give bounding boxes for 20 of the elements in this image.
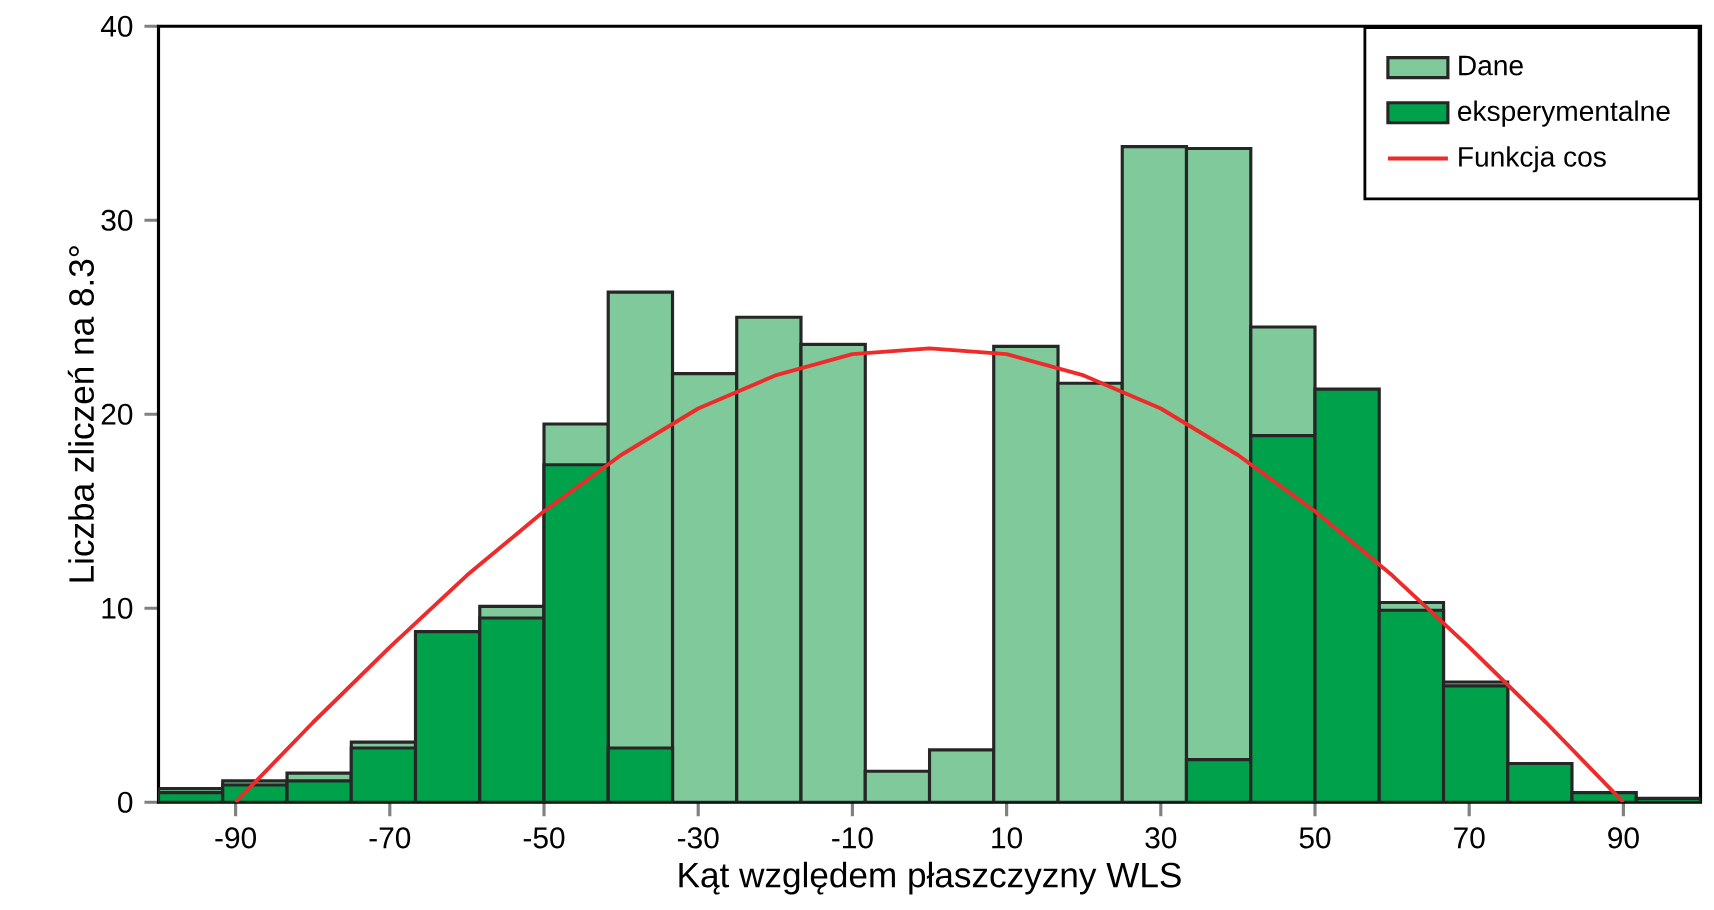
x-tick-label: -90 <box>215 827 257 849</box>
x-tick-label: 30 <box>1145 827 1177 849</box>
x-tick-label: -30 <box>677 827 719 849</box>
y-tick-label: 30 <box>101 209 133 231</box>
legend-label: Dane <box>1459 55 1523 76</box>
x-tick-label: -70 <box>369 827 411 849</box>
legend-label: Funkcja cos <box>1459 146 1606 173</box>
y-tick-label: 10 <box>102 597 133 619</box>
x-tick-label: -50 <box>523 827 565 849</box>
legend-label: eksperymentalne <box>1458 100 1670 127</box>
y-tick-label: 20 <box>101 403 133 425</box>
y-tick-label: 0 <box>118 791 133 813</box>
x-tick-label: -10 <box>832 827 873 849</box>
x-tick-label: 70 <box>1454 827 1485 849</box>
x-tick-label: 10 <box>992 827 1023 849</box>
y-axis-title: Liczba zliczeń na 8.3° <box>67 246 94 582</box>
x-tick-label: 50 <box>1299 827 1331 849</box>
x-axis-title: Kąt względem płaszczyzny WLS <box>679 861 1181 895</box>
y-tick-label: 40 <box>100 15 133 37</box>
x-tick-label: 90 <box>1608 827 1639 849</box>
